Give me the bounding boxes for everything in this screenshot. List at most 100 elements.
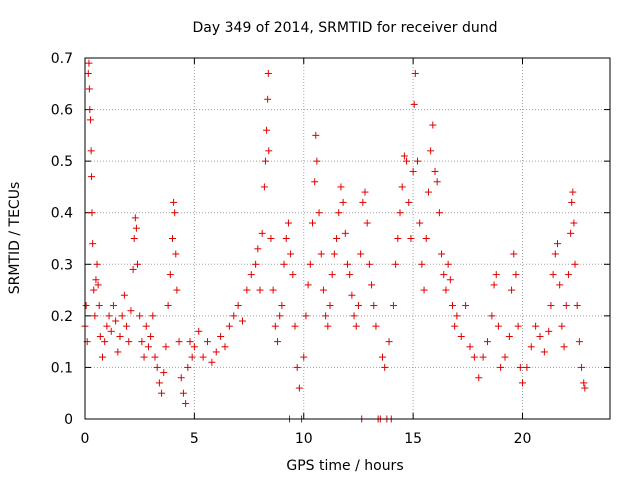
data-point — [558, 322, 566, 330]
data-point — [484, 338, 491, 346]
data-point — [540, 348, 548, 356]
data-point — [523, 363, 531, 371]
data-point — [453, 312, 461, 320]
data-point — [451, 322, 459, 330]
data-point — [547, 302, 555, 310]
data-point — [265, 147, 273, 155]
data-point — [551, 250, 559, 258]
data-point — [560, 343, 568, 351]
data-point — [82, 302, 90, 310]
data-point — [84, 69, 92, 77]
data-point — [573, 302, 581, 310]
data-point — [427, 147, 435, 155]
data-point — [549, 271, 557, 279]
data-point — [136, 312, 144, 320]
data-point — [365, 260, 373, 268]
data-point — [444, 260, 452, 268]
data-point — [389, 302, 397, 310]
data-point — [86, 116, 94, 124]
data-point — [304, 281, 312, 289]
data-point — [217, 332, 225, 340]
data-point — [264, 95, 272, 103]
y-tick-label: 0.6 — [51, 103, 73, 119]
grid-lines — [85, 58, 610, 419]
data-point — [446, 276, 454, 284]
data-point — [271, 322, 279, 330]
data-point — [132, 224, 140, 232]
data-point — [258, 229, 266, 237]
data-point — [293, 363, 301, 371]
data-point — [208, 358, 216, 366]
data-point — [570, 219, 578, 227]
data-point — [130, 235, 138, 242]
data-point — [256, 286, 264, 294]
data-point — [315, 209, 323, 217]
data-point — [99, 353, 106, 361]
data-point — [204, 338, 211, 346]
data-point — [118, 312, 126, 320]
data-point — [179, 389, 187, 397]
data-point — [313, 157, 321, 165]
data-point — [254, 245, 262, 253]
data-point — [225, 322, 233, 330]
data-point — [96, 332, 104, 340]
data-point — [144, 343, 152, 351]
data-point — [516, 363, 524, 371]
data-point — [488, 312, 496, 320]
data-point — [580, 379, 588, 387]
y-tick-label: 0 — [64, 412, 73, 428]
data-point — [527, 343, 535, 351]
x-tick-label: 5 — [190, 431, 199, 447]
data-point — [440, 271, 448, 279]
x-tick-label: 0 — [81, 431, 90, 447]
data-point — [457, 332, 465, 340]
data-point — [123, 322, 131, 330]
data-point — [221, 343, 229, 351]
data-point — [92, 276, 100, 284]
data-point — [344, 260, 351, 268]
data-point — [173, 286, 181, 294]
data-point — [162, 343, 170, 351]
chart-title: Day 349 of 2014, SRMTID for receiver dun… — [193, 20, 498, 36]
data-point — [89, 240, 97, 248]
y-tick-label: 0.1 — [51, 360, 73, 376]
data-point — [433, 178, 441, 186]
data-point — [85, 85, 93, 93]
data-point — [379, 353, 386, 361]
data-point — [105, 312, 113, 320]
data-point — [172, 250, 180, 258]
data-point — [381, 363, 389, 371]
data-point — [261, 157, 269, 165]
x-tick-label: 15 — [404, 431, 422, 447]
data-point — [284, 219, 292, 227]
data-point — [575, 338, 583, 346]
data-point — [311, 178, 319, 186]
data-point — [263, 126, 271, 134]
data-point — [186, 338, 194, 346]
data-point — [274, 338, 281, 346]
data-point — [359, 198, 367, 206]
data-point — [414, 157, 421, 165]
data-point — [112, 317, 120, 325]
data-point — [392, 260, 400, 268]
data-point — [341, 229, 349, 237]
data-point — [532, 322, 540, 330]
data-point — [324, 322, 332, 330]
data-point — [131, 214, 139, 222]
data-point — [182, 400, 190, 408]
data-point — [190, 343, 198, 351]
data-point — [319, 286, 327, 294]
data-point — [330, 250, 338, 258]
data-point — [234, 302, 242, 310]
y-tick-label: 0.7 — [51, 51, 73, 67]
data-point — [510, 250, 518, 258]
data-point — [127, 307, 135, 315]
data-point — [326, 302, 334, 310]
data-point — [348, 291, 356, 299]
data-point — [116, 332, 124, 340]
data-point — [260, 183, 268, 191]
data-point — [416, 219, 424, 227]
data-point — [536, 332, 544, 340]
data-point — [171, 209, 179, 217]
